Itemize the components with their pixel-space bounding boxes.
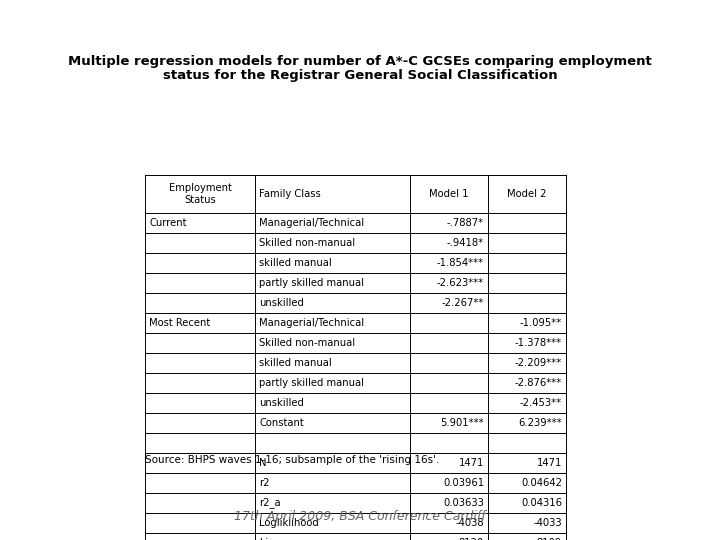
Text: -2.267**: -2.267** [441,298,484,308]
Text: 0.04316: 0.04316 [521,498,562,508]
Text: partly skilled manual: partly skilled manual [259,378,364,388]
Text: 17th April 2009, BSA Conference Cardiff: 17th April 2009, BSA Conference Cardiff [234,510,486,523]
Text: -2.876***: -2.876*** [515,378,562,388]
Text: Model 1: Model 1 [429,189,469,199]
Text: Current: Current [149,218,186,228]
Text: unskilled: unskilled [259,298,304,308]
Text: -2.209***: -2.209*** [515,358,562,368]
Text: skilled manual: skilled manual [259,358,332,368]
Text: Skilled non-manual: Skilled non-manual [259,238,355,248]
Text: -.9418*: -.9418* [447,238,484,248]
Text: 5.901***: 5.901*** [441,418,484,428]
Text: -2.623***: -2.623*** [437,278,484,288]
Text: -4038: -4038 [455,518,484,528]
Text: 0.04642: 0.04642 [521,478,562,488]
Text: 0.03633: 0.03633 [443,498,484,508]
Text: 0.03961: 0.03961 [443,478,484,488]
Text: Multiple regression models for number of A*-C GCSEs comparing employment: Multiple regression models for number of… [68,55,652,68]
Text: -1.854***: -1.854*** [437,258,484,268]
Text: Constant: Constant [259,418,304,428]
Text: 6.239***: 6.239*** [518,418,562,428]
Text: 1471: 1471 [536,458,562,468]
Text: Skilled non-manual: Skilled non-manual [259,338,355,348]
Text: Logliklihood: Logliklihood [259,518,319,528]
Text: skilled manual: skilled manual [259,258,332,268]
Text: Model 2: Model 2 [508,189,546,199]
Text: Employment
Status: Employment Status [168,183,231,205]
Text: unskilled: unskilled [259,398,304,408]
Text: -1.095**: -1.095** [520,318,562,328]
Text: 8120: 8120 [459,538,484,540]
Text: -4033: -4033 [534,518,562,528]
Text: -2.453**: -2.453** [520,398,562,408]
Text: 8109: 8109 [536,538,562,540]
Text: -1.378***: -1.378*** [515,338,562,348]
Text: r2_a: r2_a [259,497,281,509]
Text: -.7887*: -.7887* [447,218,484,228]
Text: Most Recent: Most Recent [149,318,210,328]
Text: Source: BHPS waves 1-16; subsample of the 'rising 16s'.: Source: BHPS waves 1-16; subsample of th… [145,455,439,465]
Text: Family Class: Family Class [259,189,320,199]
Text: Managerial/Technical: Managerial/Technical [259,318,364,328]
Text: bic: bic [259,538,274,540]
Text: 1471: 1471 [459,458,484,468]
Text: Managerial/Technical: Managerial/Technical [259,218,364,228]
Text: status for the Registrar General Social Classification: status for the Registrar General Social … [163,69,557,82]
Text: partly skilled manual: partly skilled manual [259,278,364,288]
Text: r2: r2 [259,478,269,488]
Text: N: N [259,458,266,468]
